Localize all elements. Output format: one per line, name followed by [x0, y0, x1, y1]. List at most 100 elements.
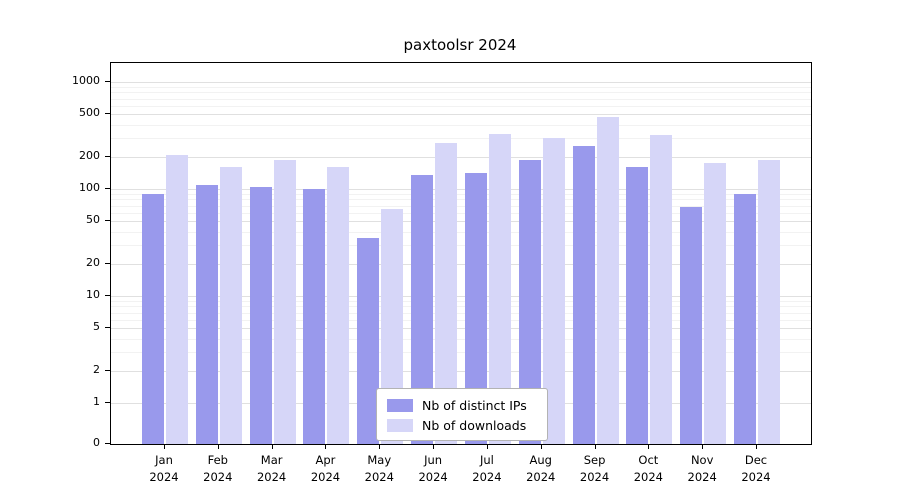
bar-distinct-ips-may [357, 237, 380, 444]
x-axis-tick-mark [486, 444, 488, 449]
gridline-minor [111, 124, 811, 126]
x-axis-tick-mark [702, 444, 704, 449]
gridline-minor [111, 231, 811, 233]
x-axis-tick-label: Jul 2024 [472, 453, 502, 484]
y-axis-tick-label: 0 [93, 436, 100, 449]
legend-label: Nb of downloads [422, 418, 527, 433]
x-axis-tick-label: Jan 2024 [149, 453, 179, 484]
gridline-minor [111, 92, 811, 94]
y-axis-tick-label: 5 [93, 320, 100, 334]
bar-distinct-ips-mar [249, 186, 272, 444]
legend: Nb of distinct IPs Nb of downloads [376, 388, 548, 441]
x-axis-tick-label: Jun 2024 [418, 453, 448, 484]
bar-distinct-ips-jul [464, 173, 487, 444]
gridline-minor [111, 193, 811, 195]
x-axis-tick-label: Feb 2024 [203, 453, 233, 484]
x-axis-tick-mark [540, 444, 542, 449]
y-axis-tick-mark [105, 81, 110, 82]
bar-downloads-feb [219, 167, 242, 444]
gridline [111, 296, 811, 297]
gridline-minor [111, 351, 811, 353]
bar-distinct-ips-feb [195, 184, 218, 444]
x-axis-tick-label: Oct 2024 [633, 453, 663, 484]
y-axis-tick-label: 1000 [72, 74, 100, 87]
plot-area [110, 62, 812, 445]
x-axis-tick-mark [217, 444, 219, 449]
bar-downloads-dec [758, 160, 780, 444]
bar-downloads-oct [650, 134, 673, 444]
gridline [111, 263, 811, 265]
y-axis-tick-label: 2 [93, 362, 100, 376]
bar-downloads-jul [488, 133, 511, 444]
gridline-minor [111, 212, 811, 214]
bar-downloads-apr [327, 167, 350, 444]
bar-downloads-may [381, 209, 404, 444]
x-axis-tick-label: Aug 2024 [526, 453, 556, 484]
x-axis-tick-mark [325, 444, 327, 449]
gridline [111, 221, 811, 223]
gridline [111, 189, 811, 190]
legend-entry: Nb of distinct IPs [387, 398, 537, 413]
x-axis-tick-label: May 2024 [364, 453, 394, 484]
y-axis-tick-label: 50 [86, 213, 100, 227]
x-axis-tick-mark [271, 444, 273, 449]
gridline-minor [111, 137, 811, 139]
bar-distinct-ips-jan [142, 193, 164, 444]
bar-downloads-aug [542, 137, 565, 444]
bar-distinct-ips-aug [518, 160, 541, 444]
gridline-minor [111, 105, 811, 107]
y-axis-tick-label: 1 [93, 395, 100, 408]
x-axis-tick-mark [594, 444, 596, 449]
y-axis-tick-mark [105, 220, 110, 222]
gridline-minor [111, 86, 811, 88]
bar-downloads-jun [435, 142, 458, 444]
legend-swatch-downloads [387, 419, 413, 432]
x-axis-tick-mark [756, 444, 757, 449]
gridline-minor [111, 319, 811, 321]
legend-label: Nb of distinct IPs [422, 398, 527, 413]
chart-title: paxtoolsr 2024 [403, 36, 517, 54]
x-axis-tick-mark [433, 444, 435, 449]
legend-swatch-distinct-ips [387, 399, 413, 412]
y-axis-tick-mark [105, 155, 110, 157]
bar-downloads-jan [166, 154, 188, 444]
y-axis-tick-label: 10 [86, 288, 100, 301]
y-axis-tick-mark [105, 327, 110, 329]
x-axis-tick-label: Nov 2024 [687, 453, 717, 484]
bar-distinct-ips-dec [734, 193, 756, 444]
x-axis-tick-label: Sep 2024 [579, 453, 610, 484]
y-axis-tick-label: 500 [79, 106, 100, 120]
gridline [111, 156, 811, 158]
x-axis-tick-mark [164, 444, 165, 449]
gridline-minor [111, 306, 811, 308]
gridline [111, 370, 811, 372]
x-axis-tick-label: Dec 2024 [741, 453, 771, 484]
y-axis-tick-label: 200 [79, 148, 100, 162]
gridline-minor [111, 98, 811, 100]
gridline-minor [111, 205, 811, 207]
bar-distinct-ips-apr [303, 189, 326, 444]
y-axis-tick-mark [105, 113, 110, 115]
bar-distinct-ips-oct [626, 167, 649, 444]
gridline [111, 114, 811, 116]
gridline-minor [111, 300, 811, 302]
gridline-minor [111, 199, 811, 201]
y-axis-tick-mark [105, 402, 110, 403]
x-axis-tick-label: Apr 2024 [310, 453, 341, 484]
gridline-minor [111, 312, 811, 314]
gridline [111, 328, 811, 330]
x-axis-tick-mark [379, 444, 381, 449]
bar-distinct-ips-nov [680, 206, 703, 444]
y-axis-tick-label: 100 [79, 181, 100, 194]
legend-entry: Nb of downloads [387, 418, 537, 433]
bar-distinct-ips-jun [411, 175, 434, 444]
x-axis-tick-label: Mar 2024 [256, 453, 287, 484]
bar-downloads-sep [596, 117, 619, 444]
y-axis-tick-mark [105, 262, 110, 264]
gridline [111, 82, 811, 83]
y-axis-tick-mark [105, 295, 110, 296]
x-axis-tick-mark [648, 444, 650, 449]
bar-downloads-mar [273, 160, 296, 444]
bar-distinct-ips-sep [572, 146, 595, 444]
